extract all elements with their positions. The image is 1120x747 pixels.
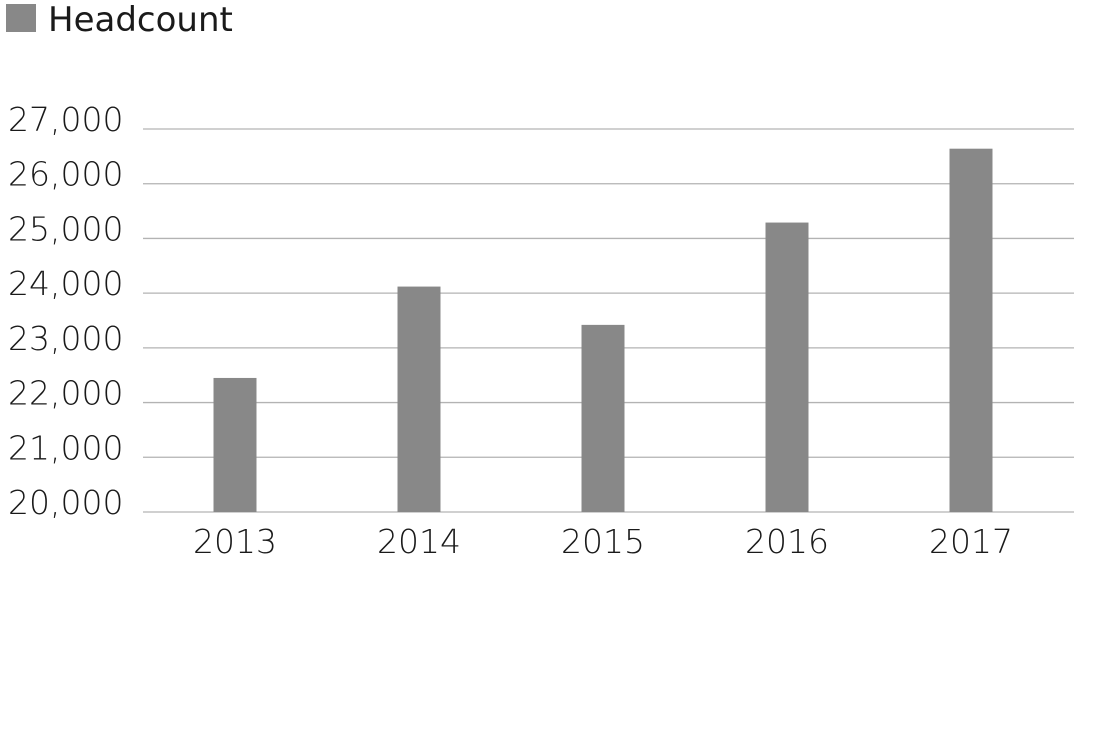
y-tick-label-25000: 25,000 [8, 209, 123, 248]
x-tick-label-2014: 2014 [377, 522, 461, 561]
y-tick-label-21000: 21,000 [8, 428, 123, 467]
bars [213, 148, 993, 512]
bar-2015 [581, 324, 625, 512]
bar-2013 [213, 377, 257, 512]
x-tick-label-2013: 2013 [193, 522, 277, 561]
y-tick-label-23000: 23,000 [8, 319, 123, 358]
x-tick-label-2016: 2016 [745, 522, 829, 561]
y-tick-label-26000: 26,000 [8, 155, 123, 194]
y-tick-label-27000: 27,000 [8, 100, 123, 139]
x-tick-label-2017: 2017 [929, 522, 1013, 561]
legend-swatch-headcount [6, 4, 36, 32]
x-axis-tick-labels: 2013 2014 2015 2016 2017 [193, 522, 1013, 561]
bar-2014 [397, 286, 441, 512]
bar-2017 [949, 148, 993, 512]
y-tick-label-20000: 20,000 [8, 483, 123, 522]
bar-2016 [765, 222, 809, 512]
y-axis-tick-labels: 20,000 21,000 22,000 23,000 24,000 25,000 26,0… [8, 100, 123, 522]
legend-label-headcount: Headcount [48, 0, 233, 40]
y-tick-label-22000: 22,000 [8, 374, 123, 413]
y-tick-label-24000: 24,000 [8, 264, 123, 303]
x-tick-label-2015: 2015 [561, 522, 645, 561]
legend: Headcount [6, 0, 233, 40]
